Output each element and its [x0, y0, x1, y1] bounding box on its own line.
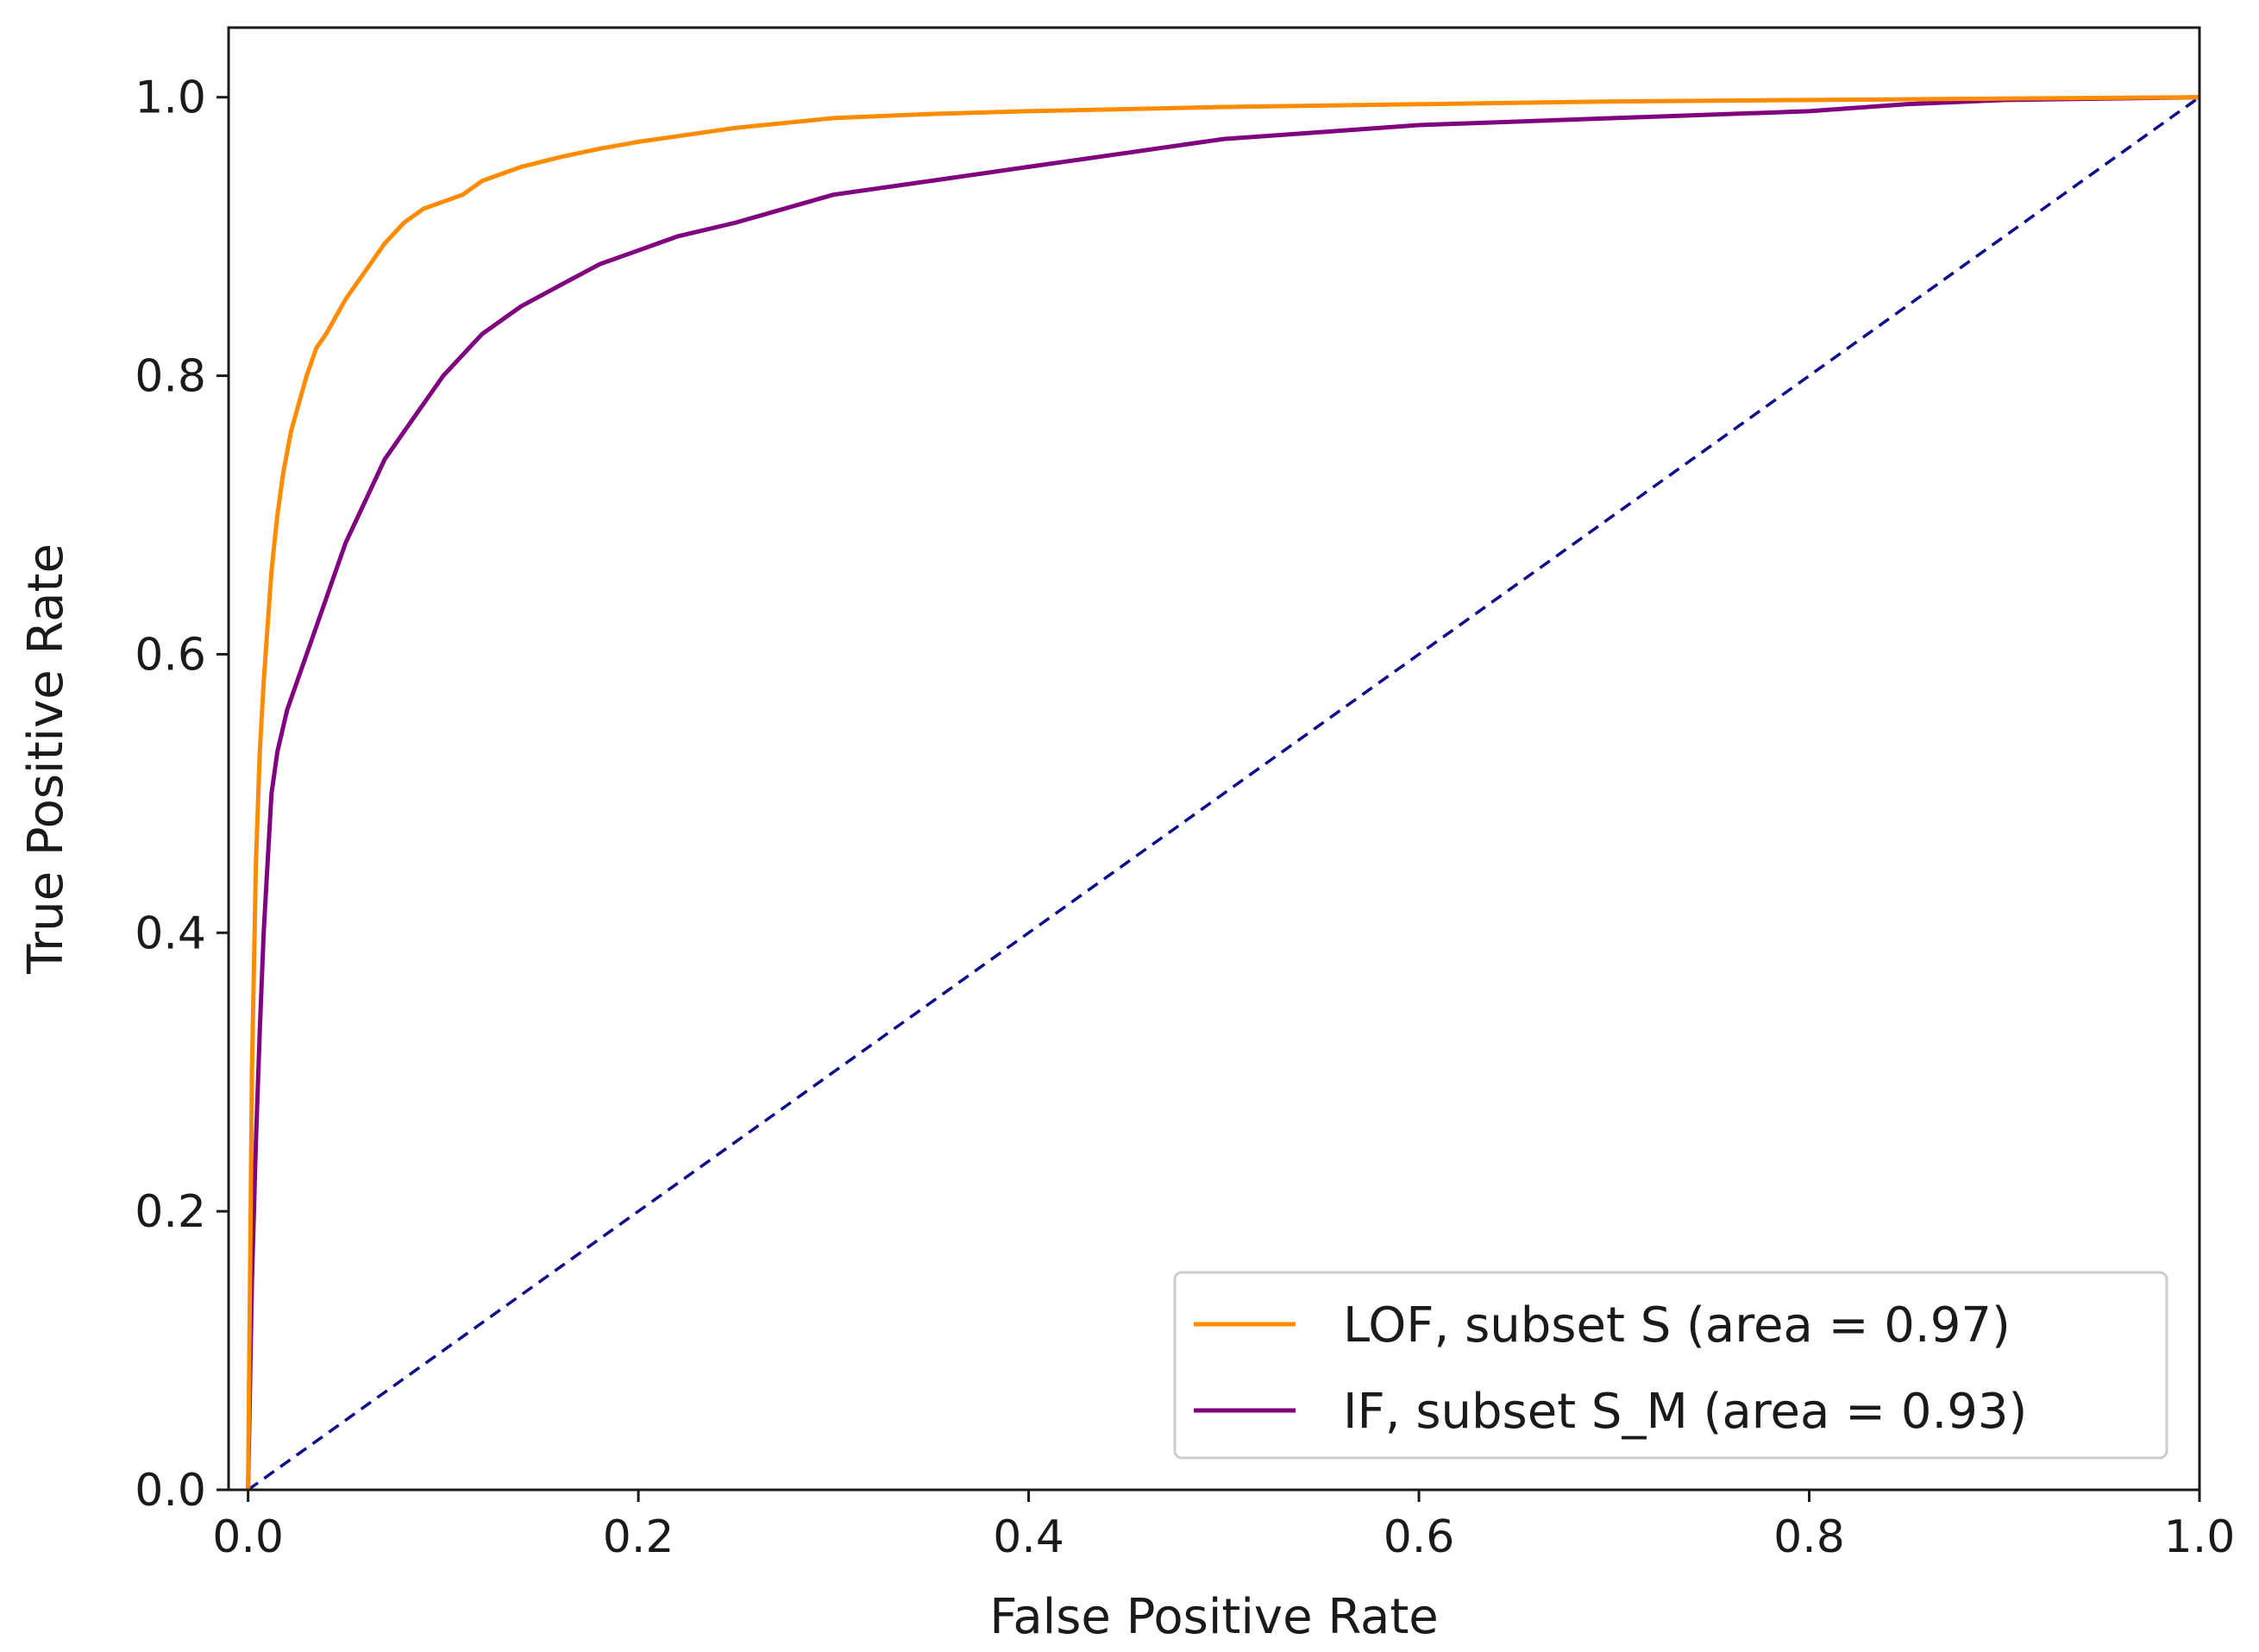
x-tick-label: 0.2: [603, 1511, 675, 1563]
y-tick-label: 0.4: [135, 908, 206, 959]
series-line-lof: [246, 95, 2200, 1491]
x-axis-ticks: 0.0 0.2 0.4 0.6 0.8 1.0: [212, 1490, 2235, 1563]
x-tick-label: 0.0: [212, 1511, 284, 1563]
plot-frame: [227, 26, 2201, 1492]
y-tick-label: 1.0: [135, 72, 206, 124]
x-tick-label: 0.6: [1384, 1511, 1455, 1563]
y-tick-label: 0.0: [135, 1465, 206, 1517]
legend: LOF, subset S (area = 0.97) IF, subset S…: [1173, 1271, 2168, 1460]
chance-diagonal-line: [247, 96, 2201, 1492]
y-tick-label: 0.2: [135, 1186, 206, 1238]
x-tick-label: 1.0: [2164, 1511, 2236, 1563]
x-axis-label: False Positive Rate: [989, 1589, 1438, 1645]
legend-box: [1173, 1271, 2168, 1460]
y-tick-label: 0.8: [135, 351, 206, 403]
legend-label-lof: LOF, subset S (area = 0.97): [1343, 1297, 2011, 1354]
x-tick-label: 0.8: [1773, 1511, 1845, 1563]
y-tick-label: 0.6: [135, 629, 206, 681]
x-tick-label: 0.4: [993, 1511, 1064, 1563]
y-axis-label: True Positive Rate: [18, 543, 74, 975]
series-line-if: [246, 95, 2200, 1491]
y-axis-ticks: 0.0 0.2 0.4 0.6 0.8 1.0: [135, 72, 229, 1517]
legend-label-if: IF, subset S_M (area = 0.93): [1343, 1384, 2027, 1440]
series-layer: [246, 95, 2201, 1492]
